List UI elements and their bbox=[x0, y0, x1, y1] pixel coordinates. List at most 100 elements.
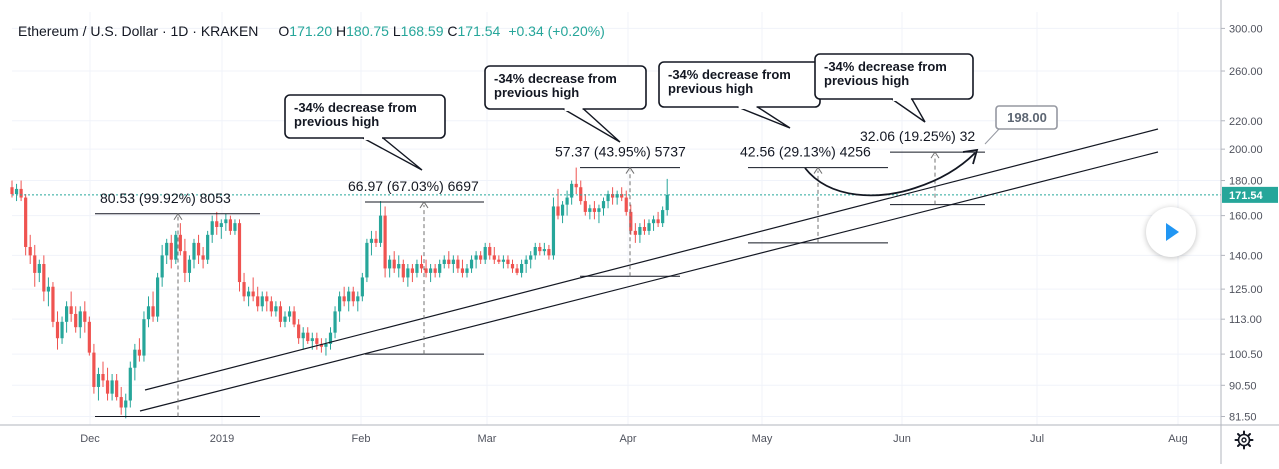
candle-body bbox=[324, 343, 328, 347]
callout-pointer bbox=[563, 108, 621, 143]
candle-body bbox=[156, 277, 160, 317]
current-price-label: 171.54 bbox=[1229, 190, 1264, 202]
symbol-title: Ethereum / U.S. Dollar · 1D · KRAKEN bbox=[18, 23, 259, 39]
y-tick-label: 200.00 bbox=[1229, 144, 1263, 156]
candle-body bbox=[560, 204, 565, 216]
candle-body bbox=[74, 313, 78, 328]
candle-body bbox=[583, 201, 587, 212]
candle-body bbox=[251, 291, 255, 297]
measure-arrow-head bbox=[930, 151, 940, 159]
candle-body bbox=[206, 234, 210, 260]
candle-body bbox=[369, 238, 374, 243]
candle-body bbox=[456, 259, 460, 269]
callout-pointer bbox=[362, 137, 423, 171]
candle-body bbox=[315, 338, 319, 344]
measure-label: 57.37 (43.95%) 5737 bbox=[555, 144, 686, 160]
candle-body bbox=[42, 264, 46, 292]
low-label: L bbox=[392, 23, 401, 39]
candle-body bbox=[378, 215, 383, 243]
candle-body bbox=[383, 215, 387, 269]
candle-body bbox=[488, 246, 492, 256]
candle-body bbox=[469, 259, 474, 269]
candle-body bbox=[433, 268, 437, 273]
candle-body bbox=[233, 223, 237, 231]
callout-line-1: -34% decrease from bbox=[668, 67, 791, 82]
candle-body bbox=[87, 321, 91, 353]
candle-body bbox=[169, 242, 173, 260]
candle-body bbox=[14, 188, 19, 195]
candle-body bbox=[183, 251, 187, 273]
y-tick-label: 90.50 bbox=[1229, 380, 1257, 392]
candle-body bbox=[447, 259, 451, 265]
candle-body bbox=[333, 311, 337, 333]
measure-arrow-head bbox=[813, 166, 823, 174]
x-tick-label: Feb bbox=[352, 433, 371, 445]
candle-body bbox=[579, 187, 583, 202]
candle-body bbox=[661, 210, 665, 224]
candle-body bbox=[228, 219, 232, 231]
high-label: H bbox=[336, 23, 347, 39]
y-tick-label: 180.00 bbox=[1229, 176, 1263, 188]
candle-body bbox=[178, 234, 182, 252]
candle-body bbox=[624, 197, 628, 212]
x-tick-label: Apr bbox=[619, 433, 636, 445]
candle-body bbox=[638, 226, 642, 235]
candle-body bbox=[301, 332, 305, 339]
candle-body bbox=[642, 226, 647, 231]
measure-arrow-head bbox=[625, 166, 635, 174]
candle-body bbox=[96, 374, 101, 387]
candle-body bbox=[415, 264, 419, 273]
candle-body bbox=[574, 183, 578, 188]
y-tick-label: 81.50 bbox=[1229, 412, 1257, 424]
candle-body bbox=[647, 223, 651, 231]
candle-body bbox=[556, 206, 560, 216]
candle-body bbox=[37, 264, 41, 273]
candle-body bbox=[492, 255, 496, 260]
candle-body bbox=[479, 255, 483, 260]
candle-body bbox=[128, 367, 132, 401]
open-label: O bbox=[278, 23, 290, 39]
candle-body bbox=[237, 223, 242, 283]
channel-upper-line bbox=[144, 128, 1159, 391]
candle-body bbox=[319, 343, 323, 347]
gear-icon[interactable] bbox=[1234, 430, 1254, 450]
x-tick-label: May bbox=[752, 433, 773, 445]
candle-body bbox=[651, 219, 656, 224]
x-tick-label: Jun bbox=[893, 433, 911, 445]
callout-pointer bbox=[737, 106, 791, 129]
callout-pointer bbox=[891, 98, 926, 123]
candle-body bbox=[278, 306, 283, 322]
candle-body bbox=[219, 223, 223, 227]
candle-body bbox=[192, 242, 196, 260]
close-label: C bbox=[447, 23, 458, 39]
candle-body bbox=[256, 296, 260, 307]
candle-body bbox=[46, 286, 50, 292]
candle-body bbox=[110, 380, 114, 394]
candle-body bbox=[374, 238, 378, 243]
candle-body bbox=[160, 255, 164, 278]
callout-gap bbox=[738, 105, 757, 109]
candle-body bbox=[115, 380, 119, 398]
candle-body bbox=[201, 255, 205, 260]
callout-line-2: previous high bbox=[668, 81, 753, 96]
candle-body bbox=[328, 332, 333, 344]
measure-label: 32.06 (19.25%) 32 bbox=[860, 128, 975, 144]
y-tick-label: 125.00 bbox=[1229, 284, 1263, 296]
symbol-header: Ethereum / U.S. Dollar · 1D · KRAKEN O171… bbox=[18, 23, 605, 39]
callout-line-2: previous high bbox=[294, 114, 379, 129]
y-tick-label: 113.00 bbox=[1229, 314, 1262, 326]
y-tick-label: 220.00 bbox=[1229, 116, 1263, 128]
candle-body bbox=[242, 282, 246, 297]
candle-body bbox=[360, 277, 364, 297]
candle-body bbox=[365, 242, 369, 278]
candle-body bbox=[533, 246, 537, 256]
candle-body bbox=[510, 264, 515, 269]
candle-body bbox=[629, 211, 633, 231]
candle-body bbox=[388, 259, 392, 269]
measure-label: 80.53 (99.92%) 8053 bbox=[100, 190, 231, 206]
candle-body bbox=[351, 291, 355, 302]
play-button[interactable] bbox=[1146, 207, 1196, 257]
candle-body bbox=[196, 242, 201, 256]
target-box bbox=[995, 105, 1058, 130]
